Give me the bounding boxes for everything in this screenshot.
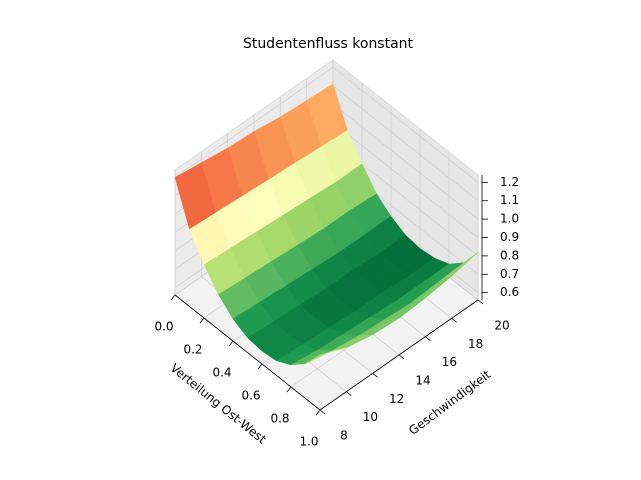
z-tick-label: 0.7 (500, 267, 519, 281)
x-tick-label: 1.0 (299, 435, 318, 449)
grid-line (174, 67, 334, 178)
y-tick-label: 20 (494, 319, 509, 333)
x-tick (315, 409, 321, 416)
grid-line (332, 122, 479, 238)
y-tick-label: 12 (389, 392, 404, 406)
grid-line (332, 103, 479, 220)
x-tick (257, 363, 263, 370)
x-tick (286, 386, 292, 393)
y-axis-line (319, 299, 479, 411)
x-tick (199, 317, 205, 324)
z-tick-label: 0.6 (500, 285, 519, 299)
y-tick-label: 10 (363, 410, 378, 424)
y-tick (425, 336, 431, 341)
y-tick (346, 391, 352, 396)
x-axis-line (174, 294, 321, 411)
y-tick-label: 18 (468, 337, 483, 351)
z-tick-label: 0.8 (500, 248, 519, 262)
x-tick-label: 0.6 (241, 389, 260, 403)
z-tick-label: 1.1 (500, 193, 519, 207)
y-tick (398, 354, 405, 360)
y-tick (451, 318, 457, 323)
x-tick-label: 0.8 (270, 412, 289, 426)
grid-line (332, 85, 479, 202)
y-tick (372, 373, 378, 378)
chart-title: Studentenfluss konstant (243, 36, 414, 52)
x-tick (170, 294, 176, 301)
x-tick-label: 0.0 (154, 320, 173, 334)
grid-line (332, 67, 479, 183)
x-tick-label: 0.4 (212, 366, 231, 380)
y-tick (319, 409, 326, 415)
x-tick (228, 340, 234, 347)
y-tick-label: 16 (442, 355, 457, 369)
y-tick-label: 14 (415, 374, 430, 388)
z-tick-label: 1.0 (500, 212, 519, 226)
y-tick-label: 8 (340, 429, 348, 443)
z-tick-label: 0.9 (500, 230, 519, 244)
x-tick-label: 0.2 (183, 343, 202, 357)
y-tick (477, 299, 484, 305)
z-tick-label: 1.2 (500, 175, 519, 189)
surface-cell (305, 347, 347, 364)
